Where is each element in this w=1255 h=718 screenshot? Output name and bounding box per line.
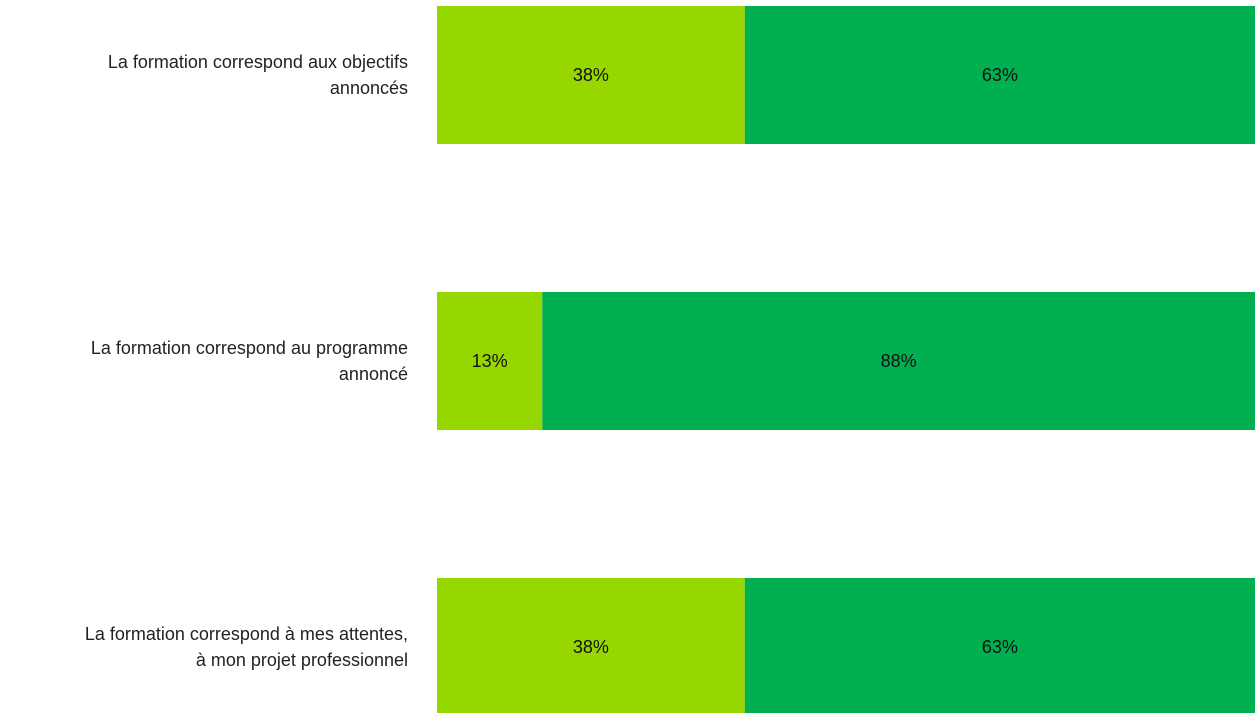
- category-label: La formation correspond au programme ann…: [90, 338, 408, 384]
- bar-value-label: 63%: [982, 65, 1018, 85]
- bar-value-label: 38%: [573, 637, 609, 657]
- bar-value-label: 13%: [472, 351, 508, 371]
- bar-segment: [744, 6, 1255, 144]
- bar-segment: [437, 6, 745, 144]
- category-label: La formation correspond aux objectifs an…: [107, 52, 408, 98]
- bar-segment: [744, 578, 1255, 716]
- bar-value-label: 38%: [573, 65, 609, 85]
- category-label: La formation correspond à mes attentes, …: [84, 624, 408, 670]
- bar-value-label: 63%: [982, 637, 1018, 657]
- bar-segment: [437, 292, 543, 430]
- bar-segment: [437, 578, 745, 716]
- bar-segment: [542, 292, 1255, 430]
- bar-value-label: 88%: [881, 351, 917, 371]
